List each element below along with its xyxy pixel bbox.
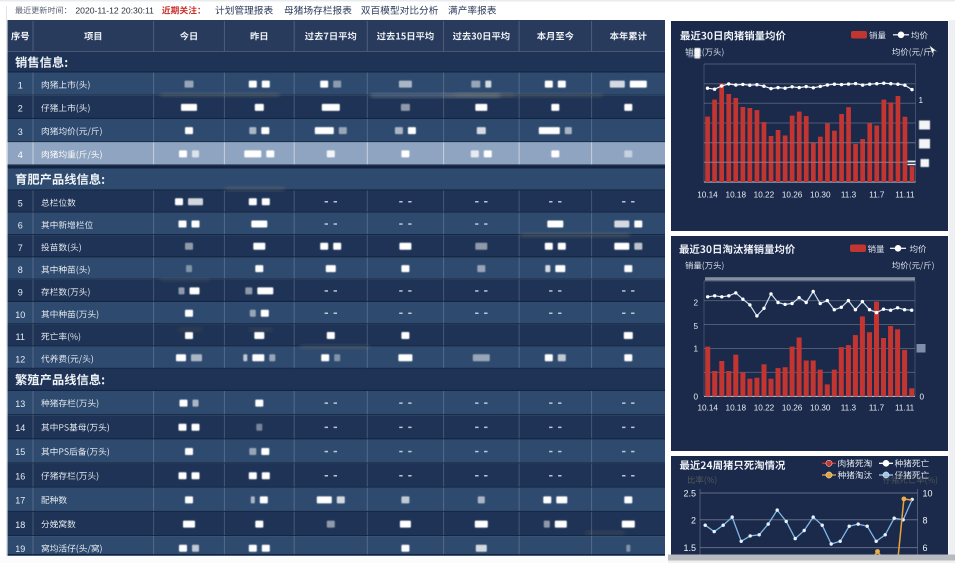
- svg-text:2.5: 2.5: [683, 489, 696, 499]
- svg-text:15: 15: [15, 447, 25, 457]
- svg-text:10.14: 10.14: [697, 404, 718, 413]
- svg-text:2: 2: [693, 299, 698, 308]
- svg-text:0: 0: [693, 393, 698, 402]
- svg-text:14: 14: [15, 423, 25, 433]
- svg-text:1: 1: [693, 345, 698, 354]
- svg-text:9: 9: [18, 288, 23, 298]
- svg-text:1: 1: [18, 80, 23, 90]
- svg-text:13: 13: [15, 399, 25, 409]
- svg-text:11.7: 11.7: [869, 191, 885, 200]
- svg-text:2020-11-12 20:30:11: 2020-11-12 20:30:11: [75, 6, 154, 16]
- svg-text:5: 5: [18, 198, 23, 208]
- svg-text:10: 10: [15, 310, 25, 320]
- svg-text:16: 16: [15, 471, 25, 481]
- svg-text:11.3: 11.3: [841, 404, 857, 413]
- svg-text:8: 8: [18, 265, 23, 275]
- svg-text:5: 5: [693, 322, 698, 331]
- svg-text:6: 6: [923, 543, 928, 553]
- svg-text:18: 18: [15, 520, 25, 530]
- svg-text:1: 1: [919, 96, 924, 105]
- svg-text:11: 11: [16, 332, 25, 342]
- svg-text:10.18: 10.18: [726, 404, 747, 413]
- svg-text:6: 6: [18, 221, 23, 231]
- svg-text:11.3: 11.3: [841, 191, 857, 200]
- svg-text:10.26: 10.26: [782, 404, 803, 413]
- svg-text:10.30: 10.30: [810, 191, 831, 200]
- svg-text:11.7: 11.7: [869, 404, 885, 413]
- svg-text:0: 0: [920, 393, 925, 402]
- svg-text:10.30: 10.30: [810, 404, 831, 413]
- svg-text:10.22: 10.22: [754, 191, 775, 200]
- svg-text:12: 12: [15, 354, 25, 364]
- svg-text:10: 10: [923, 489, 933, 499]
- svg-text:10.22: 10.22: [754, 404, 775, 413]
- svg-text:11.11: 11.11: [895, 191, 915, 200]
- svg-text:10.18: 10.18: [726, 191, 747, 200]
- svg-text:7: 7: [18, 243, 23, 253]
- svg-text:19: 19: [15, 544, 25, 554]
- svg-text:2: 2: [691, 515, 696, 525]
- svg-text:4: 4: [18, 150, 23, 160]
- svg-text:8: 8: [923, 515, 928, 525]
- svg-text:2: 2: [18, 104, 23, 114]
- svg-text:10.26: 10.26: [782, 191, 803, 200]
- svg-text:1.5: 1.5: [683, 543, 696, 553]
- svg-text:11.11: 11.11: [895, 404, 915, 413]
- svg-text:10.14: 10.14: [697, 191, 718, 200]
- svg-text:17: 17: [15, 496, 25, 506]
- svg-text:3: 3: [18, 127, 23, 137]
